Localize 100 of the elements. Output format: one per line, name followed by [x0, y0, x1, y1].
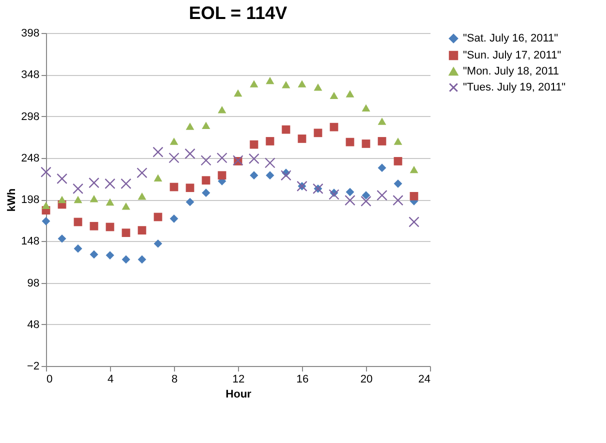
point	[136, 168, 148, 178]
point	[346, 90, 354, 98]
point	[122, 202, 130, 210]
x-axis-title: Hour	[226, 388, 252, 400]
point	[170, 214, 178, 223]
y-tick-label: 148	[21, 236, 40, 248]
point	[170, 138, 178, 145]
point	[344, 194, 356, 206]
point	[378, 137, 386, 146]
point	[394, 138, 402, 145]
point	[138, 226, 146, 234]
point	[362, 191, 370, 200]
point	[90, 195, 98, 202]
point	[154, 239, 162, 248]
x-tick-label: 0	[46, 374, 53, 386]
x-tick-label: 8	[171, 374, 178, 386]
point	[250, 80, 258, 88]
y-tick-label: 298	[21, 110, 40, 123]
point	[360, 196, 372, 207]
point	[40, 166, 52, 178]
point	[122, 228, 130, 237]
point	[328, 189, 340, 200]
point	[186, 122, 194, 130]
point	[330, 92, 338, 100]
point	[122, 255, 130, 264]
point	[394, 180, 402, 188]
point	[154, 212, 162, 222]
y-tick-label: 48	[27, 318, 40, 331]
x-tick-label: 12	[232, 374, 245, 386]
point	[74, 244, 82, 253]
point	[408, 216, 420, 228]
point	[138, 192, 146, 200]
point	[58, 196, 66, 204]
y-tick-label: 398	[21, 28, 40, 40]
point	[378, 164, 386, 172]
point	[90, 250, 98, 259]
point	[218, 106, 226, 114]
point	[410, 192, 418, 200]
point	[120, 178, 132, 190]
point	[72, 183, 84, 194]
point	[106, 222, 114, 232]
point	[410, 166, 418, 174]
point	[58, 234, 66, 243]
legend-label: "Sat. July 16, 2011"	[463, 32, 558, 44]
point	[218, 171, 226, 180]
point	[170, 182, 178, 192]
point	[362, 104, 370, 112]
point	[152, 146, 164, 158]
point	[346, 138, 354, 146]
point	[314, 128, 322, 138]
y-tick-label: 248	[21, 152, 40, 164]
point	[282, 80, 290, 88]
point	[74, 196, 82, 204]
point	[138, 255, 146, 264]
point	[266, 137, 274, 146]
x-tick-label: 20	[360, 374, 373, 386]
point	[56, 173, 68, 184]
point	[106, 198, 114, 206]
y-tick-label: −2	[26, 360, 40, 372]
x-tick-label: 4	[107, 374, 114, 386]
point	[264, 158, 276, 168]
point	[280, 170, 292, 181]
point	[184, 148, 196, 160]
point	[250, 171, 258, 180]
y-axis-title: kWh	[6, 188, 18, 212]
point	[378, 118, 386, 125]
point	[42, 216, 50, 226]
point	[392, 194, 404, 206]
point	[168, 152, 180, 164]
point	[186, 184, 194, 192]
x-tick-label: 24	[418, 374, 430, 386]
point	[74, 218, 82, 226]
point	[282, 125, 290, 134]
point	[88, 178, 100, 188]
point	[346, 188, 354, 196]
x-tick-label: 16	[296, 374, 309, 386]
point	[248, 153, 260, 164]
point	[200, 155, 212, 166]
point	[314, 83, 322, 91]
point	[394, 157, 402, 166]
chart-title: EOL = 114V	[188, 3, 288, 23]
y-tick-label: 348	[21, 69, 40, 82]
point	[234, 89, 242, 97]
y-tick-label: 198	[21, 194, 40, 206]
point	[362, 140, 370, 148]
point	[250, 140, 258, 149]
point	[266, 171, 274, 180]
point	[104, 178, 116, 190]
point	[266, 76, 274, 84]
legend-label: "Tues. July 19, 2011"	[463, 82, 566, 94]
point	[202, 188, 210, 198]
point	[298, 80, 306, 88]
point	[90, 222, 98, 230]
point	[216, 152, 228, 164]
point	[106, 251, 114, 260]
legend-label: "Sun. July 17, 2011"	[463, 50, 562, 62]
y-tick-label: 98	[27, 277, 40, 290]
point	[42, 202, 50, 209]
point	[376, 190, 388, 201]
point	[154, 174, 162, 182]
